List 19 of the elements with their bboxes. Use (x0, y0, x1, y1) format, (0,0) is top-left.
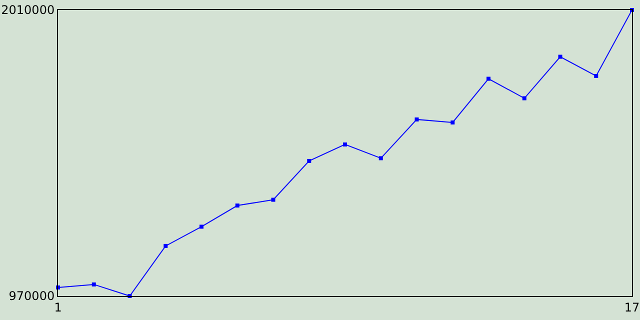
x-tick-label: 1 (54, 300, 62, 314)
point (164, 244, 168, 248)
point (450, 120, 455, 124)
point (307, 158, 312, 163)
point (343, 142, 347, 146)
line-series (56, 8, 634, 298)
point (558, 54, 562, 59)
point (414, 117, 419, 122)
point (486, 76, 490, 81)
point (235, 204, 240, 208)
y-tick-label: 970000 (8, 289, 55, 304)
x-tick-label: 17 (624, 300, 640, 314)
point (522, 96, 526, 100)
point (378, 156, 383, 160)
y-tick-label: 2010000 (1, 3, 55, 18)
point (92, 282, 96, 286)
point (594, 74, 598, 78)
point (200, 224, 204, 229)
point (271, 198, 276, 202)
